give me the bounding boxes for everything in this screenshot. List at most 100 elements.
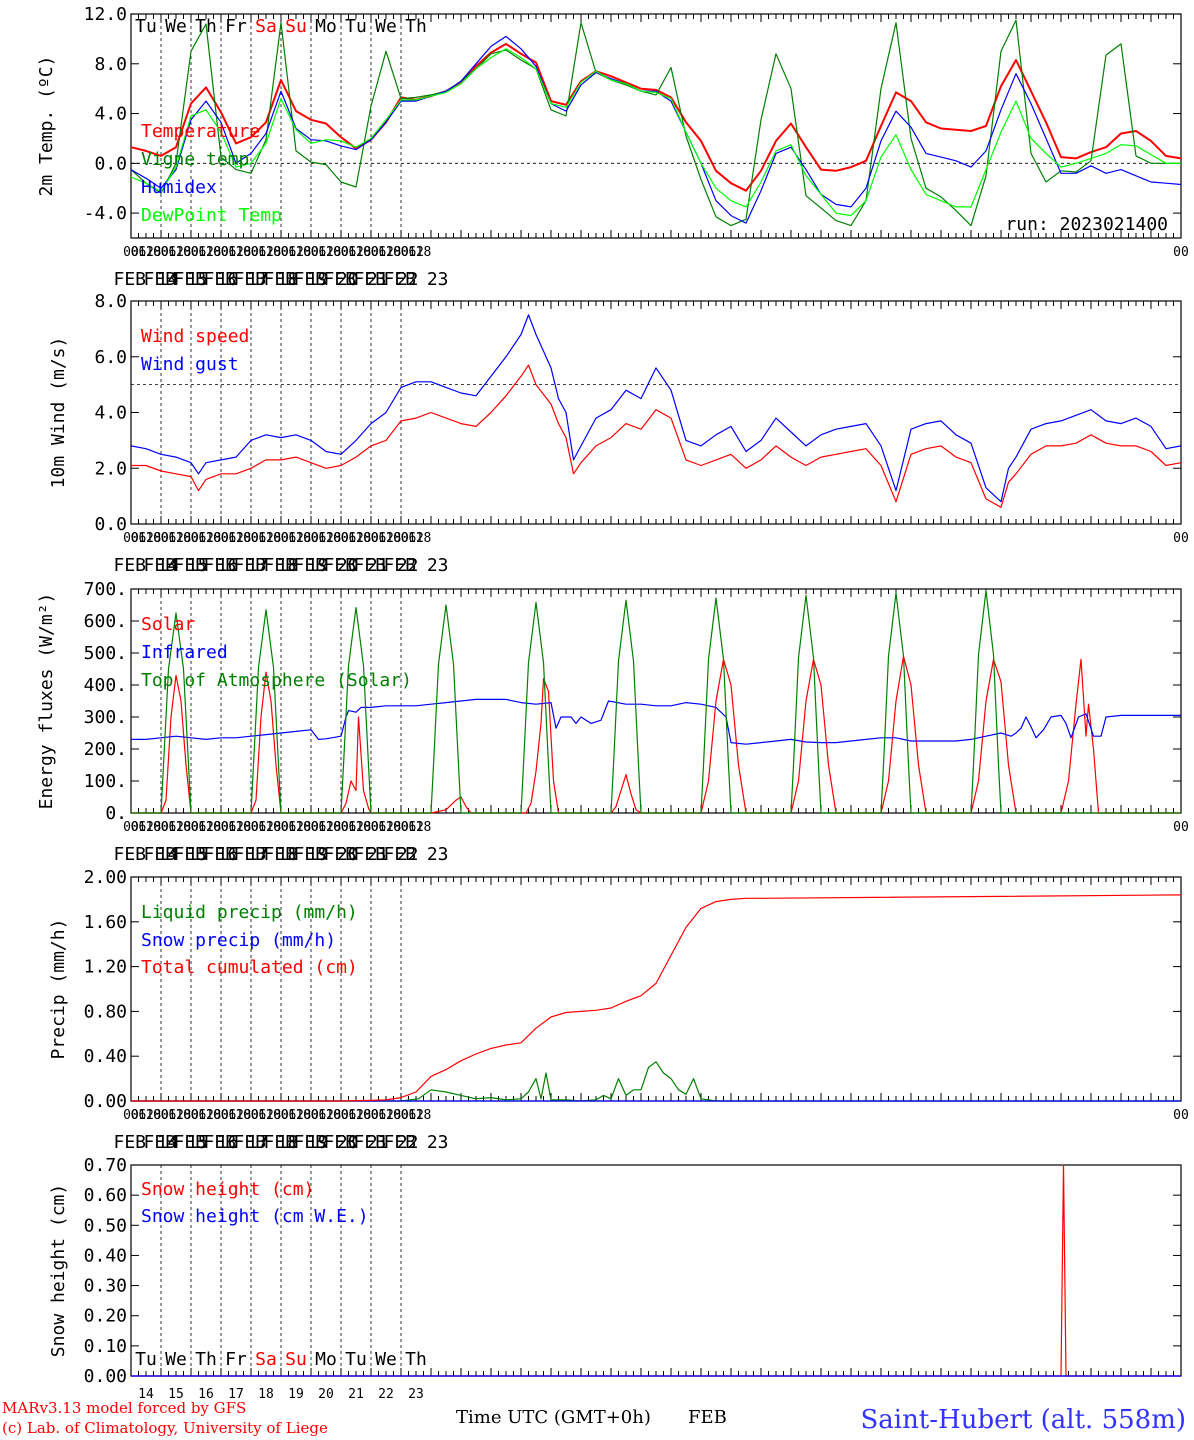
day-number: 21: [348, 1387, 364, 1402]
y-tick-label: 0.40: [84, 1046, 127, 1067]
hour-label: 12: [318, 820, 334, 835]
hour-label: 12: [348, 820, 364, 835]
date-label: FEB 18: [233, 269, 298, 290]
date-label: FEB 21: [323, 844, 388, 865]
y-tick-label: 4.0: [94, 403, 127, 424]
date-label: FEB 14: [113, 844, 178, 865]
hour-label: 06: [341, 531, 357, 546]
series-line: [131, 894, 1182, 1102]
y-tick-label: 0.0: [94, 153, 127, 174]
plot-frame: [130, 588, 1182, 814]
series-line: [131, 655, 1181, 814]
hour-label: 12: [258, 820, 274, 835]
hour-label: 18: [176, 1108, 192, 1123]
date-label: FEB 21: [323, 1132, 388, 1153]
hour-label: 06: [401, 1108, 417, 1123]
day-number: 16: [198, 1387, 214, 1402]
hour-label: 00: [363, 245, 379, 260]
hour-label: 18: [386, 245, 402, 260]
hour-label: 00: [243, 245, 259, 260]
hour-label: 06: [371, 531, 387, 546]
hour-label: 00: [243, 531, 259, 546]
hour-label: 12: [198, 531, 214, 546]
hour-label: 00: [243, 1108, 259, 1123]
hour-label: 18: [326, 1108, 342, 1123]
hour-label: 12: [138, 820, 154, 835]
legend-entry: Total cumulated (cm): [141, 957, 358, 978]
hour-label: 00: [183, 531, 199, 546]
weekday-label: Sa: [255, 16, 277, 37]
hour-label: 00: [393, 531, 409, 546]
hour-label: 06: [341, 1108, 357, 1123]
date-label: FEB 15: [143, 269, 208, 290]
hour-label: 12: [228, 1108, 244, 1123]
date-label: FEB 15: [143, 555, 208, 576]
hour-label: 06: [341, 820, 357, 835]
series-line: [130, 42, 1182, 192]
y-tick-label: 400.: [84, 675, 127, 696]
hour-label: 00: [153, 1108, 169, 1123]
date-label: FEB 19: [263, 1132, 328, 1153]
hour-label: 00: [333, 531, 349, 546]
y-tick-label: 8.0: [94, 54, 127, 75]
legend-entry: DewPoint Temp: [141, 205, 282, 226]
hour-label: 06: [311, 531, 327, 546]
y-tick-label: 300.: [84, 707, 127, 728]
hour-label: 12: [258, 245, 274, 260]
hour-label: 12: [348, 245, 364, 260]
weekday-label: We: [375, 16, 397, 37]
series-line: [130, 19, 1181, 227]
hour-label: 12: [378, 531, 394, 546]
day-number: 17: [228, 1387, 244, 1402]
hour-label: 18: [236, 1108, 252, 1123]
plot-frame: [130, 300, 1182, 525]
hour-label: 00: [303, 820, 319, 835]
hour-label: 18: [386, 820, 402, 835]
hour-label: 12: [228, 820, 244, 835]
hour-label: 18: [206, 531, 222, 546]
hour-label: 18: [266, 1108, 282, 1123]
hour-label: 06: [371, 245, 387, 260]
date-label: FEB 20: [293, 555, 358, 576]
day-number: 23: [408, 1387, 424, 1402]
legend-entry: Wind gust: [141, 354, 239, 375]
hour-label: 12: [348, 1108, 364, 1123]
day-number: 18: [258, 1387, 274, 1402]
hour-label: 06: [401, 820, 417, 835]
y-tick-label: 700.: [84, 579, 127, 600]
day-number: 22: [378, 1387, 394, 1402]
hour-label: 00: [393, 245, 409, 260]
hour-label: 18: [176, 531, 192, 546]
hour-label: 00: [1173, 531, 1189, 546]
hour-label: 00: [363, 1108, 379, 1123]
hour-label: 06: [281, 531, 297, 546]
hour-label: 18: [356, 245, 372, 260]
weekday-label: Fr: [225, 1349, 247, 1370]
hour-label: 06: [311, 1108, 327, 1123]
hour-label: 12: [408, 820, 424, 835]
hour-label: 18: [296, 245, 312, 260]
hour-label: 06: [131, 820, 147, 835]
weekday-label: Tu: [135, 1349, 157, 1370]
hour-label: 12: [408, 1108, 424, 1123]
date-label: FEB 14: [113, 1132, 178, 1153]
hour-label: 18: [266, 531, 282, 546]
hour-label: 18: [146, 245, 162, 260]
weekday-label: Th: [195, 1349, 217, 1370]
series-line: [130, 48, 1181, 217]
hour-label: 00: [333, 1108, 349, 1123]
hour-label: 00: [123, 1108, 139, 1123]
hour-label: 00: [123, 820, 139, 835]
weekday-label: Mo: [315, 16, 337, 37]
y-tick-label: 2.00: [84, 867, 127, 888]
series-line: [130, 35, 1182, 224]
hour-label: 06: [161, 820, 177, 835]
y-tick-label: 0.20: [84, 1306, 127, 1327]
y-tick-label: 1.20: [84, 957, 127, 978]
hour-label: 12: [198, 820, 214, 835]
hour-label: 06: [221, 531, 237, 546]
y-tick-label: 6.0: [94, 347, 127, 368]
hour-label: 18: [206, 820, 222, 835]
hour-label: 12: [138, 1108, 154, 1123]
